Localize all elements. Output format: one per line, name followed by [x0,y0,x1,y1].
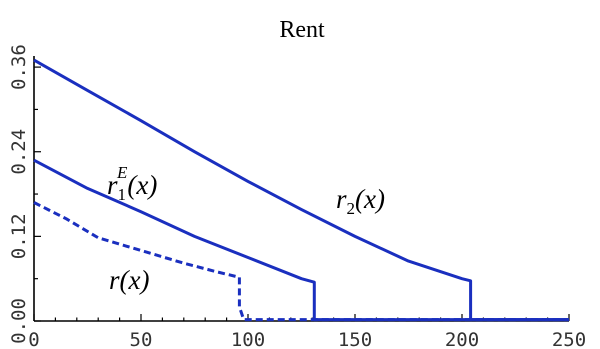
x-tick-label: 100 [231,329,265,349]
series-line [33,58,569,322]
x-tick-label: 50 [130,329,153,349]
axes: 0 50 100 150 200 250 0.00 0.12 0.24 0.36 [8,44,586,349]
x-tick-label: 200 [445,329,479,349]
series-line [33,201,569,322]
chart-title: Rent [279,17,325,43]
series-layer [33,58,569,322]
series-line [33,158,569,322]
x-tick-label: 150 [338,329,372,349]
y-tick-label: 0.36 [8,44,30,90]
y-tick-label: 0.12 [8,213,30,259]
y-tick-label: 0.24 [8,129,30,175]
label-r: r(x) [109,265,149,295]
y-tick-label: 0.00 [8,298,30,344]
curve-labels: r2(x) r1E(x) r(x) [107,163,385,295]
label-r2: r2(x) [336,184,385,218]
label-r1E: r1E(x) [107,163,157,204]
x-tick-label: 0 [28,329,39,349]
x-tick-label: 250 [552,329,586,349]
